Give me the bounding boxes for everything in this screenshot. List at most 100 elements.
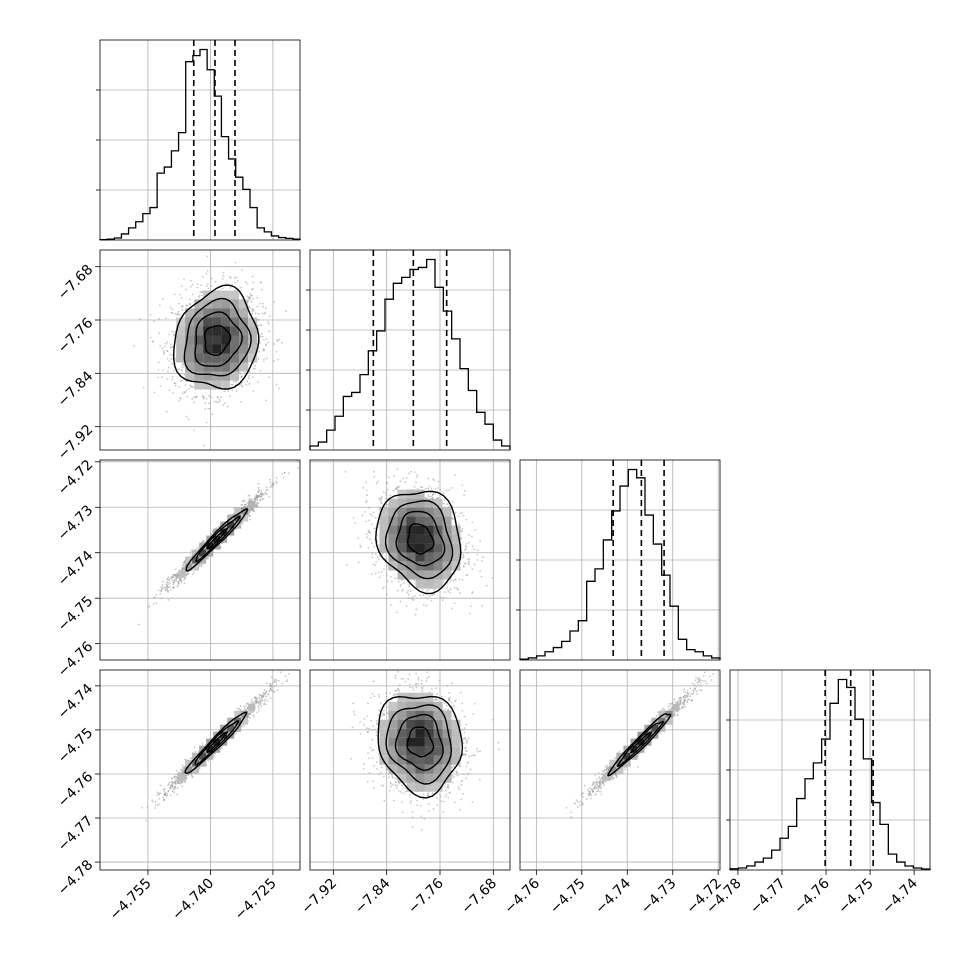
sample-point — [175, 573, 178, 576]
sample-point — [251, 308, 254, 311]
density-cell — [203, 308, 213, 318]
sample-point — [458, 592, 461, 594]
density-cell — [239, 308, 249, 318]
contour-line — [183, 297, 252, 377]
sample-point — [178, 386, 181, 389]
sample-point — [265, 486, 268, 489]
density-cell — [185, 317, 195, 327]
sample-point — [413, 579, 416, 582]
sample-point — [171, 586, 174, 589]
sample-point — [357, 537, 360, 540]
sample-point — [371, 556, 374, 559]
sample-point — [443, 502, 446, 505]
sample-point — [466, 552, 469, 554]
sample-point — [247, 306, 250, 308]
sample-point — [385, 481, 388, 484]
sample-point — [248, 497, 251, 500]
sample-point — [459, 512, 462, 515]
sample-point — [449, 580, 452, 583]
sample-point — [248, 495, 251, 497]
density-cell — [212, 353, 222, 363]
scatter-panel-1-0 — [99, 249, 301, 451]
sample-point — [180, 305, 183, 308]
sample-point — [222, 271, 225, 274]
sample-point — [221, 287, 224, 290]
sample-point — [431, 496, 434, 499]
sample-point — [396, 468, 399, 471]
sample-point — [273, 360, 275, 362]
sample-point — [193, 571, 195, 574]
sample-point — [249, 508, 252, 511]
sample-point — [164, 342, 167, 345]
sample-point — [263, 313, 266, 315]
sample-point — [235, 390, 238, 393]
sample-point — [174, 384, 177, 387]
sample-point — [167, 599, 170, 601]
sample-point — [240, 385, 243, 387]
sample-point — [380, 500, 382, 503]
sample-point — [217, 401, 220, 404]
sample-point — [381, 587, 384, 590]
density-cell — [230, 308, 240, 318]
sample-point — [246, 295, 249, 298]
sample-point — [166, 349, 169, 352]
sample-point — [161, 376, 164, 378]
sample-point — [180, 369, 183, 372]
sample-point — [133, 344, 135, 347]
sample-point — [169, 353, 172, 356]
sample-point — [241, 522, 244, 525]
sample-point — [168, 360, 171, 363]
sample-point — [159, 589, 162, 592]
density-cell — [203, 362, 213, 372]
density-cell — [230, 299, 240, 309]
sample-point — [176, 313, 179, 315]
sample-point — [369, 513, 372, 516]
density-cell — [239, 335, 249, 345]
sample-point — [444, 591, 446, 594]
sample-point — [189, 552, 192, 555]
sample-point — [257, 486, 260, 489]
sample-point — [256, 381, 259, 384]
sample-point — [177, 577, 180, 580]
sample-point — [415, 608, 418, 611]
sample-point — [203, 396, 206, 399]
sample-point — [174, 568, 177, 571]
sample-point — [422, 603, 425, 606]
density-cell — [203, 344, 213, 354]
sample-point — [267, 341, 270, 344]
sample-point — [166, 370, 169, 373]
sample-point — [168, 582, 171, 585]
sample-point — [254, 504, 257, 506]
sample-point — [365, 489, 368, 491]
sample-point — [196, 283, 199, 285]
density-cell — [227, 521, 235, 529]
sample-point — [479, 539, 482, 542]
density-cell — [241, 514, 249, 522]
sample-point — [458, 578, 461, 581]
density-cell — [212, 380, 222, 390]
sample-point — [425, 589, 428, 592]
hist-panel-0 — [96, 39, 301, 241]
sample-point — [201, 541, 204, 543]
sample-point — [236, 279, 239, 282]
sample-point — [415, 476, 418, 478]
sample-point — [208, 407, 211, 410]
sample-point — [229, 395, 231, 398]
sample-point — [362, 487, 365, 489]
sample-point — [179, 577, 182, 579]
sample-point — [385, 494, 388, 497]
sample-point — [447, 506, 450, 508]
sample-point — [166, 581, 168, 583]
sample-point — [171, 375, 174, 378]
sample-point — [273, 301, 276, 303]
sample-point — [365, 501, 367, 504]
histogram-step — [519, 468, 721, 660]
sample-point — [281, 473, 284, 475]
sample-point — [446, 503, 449, 506]
sample-point — [380, 502, 383, 505]
sample-point — [207, 408, 210, 410]
panel-frame — [309, 249, 511, 451]
sample-point — [164, 345, 166, 348]
density-cell — [185, 344, 195, 354]
density-cell — [239, 299, 249, 309]
